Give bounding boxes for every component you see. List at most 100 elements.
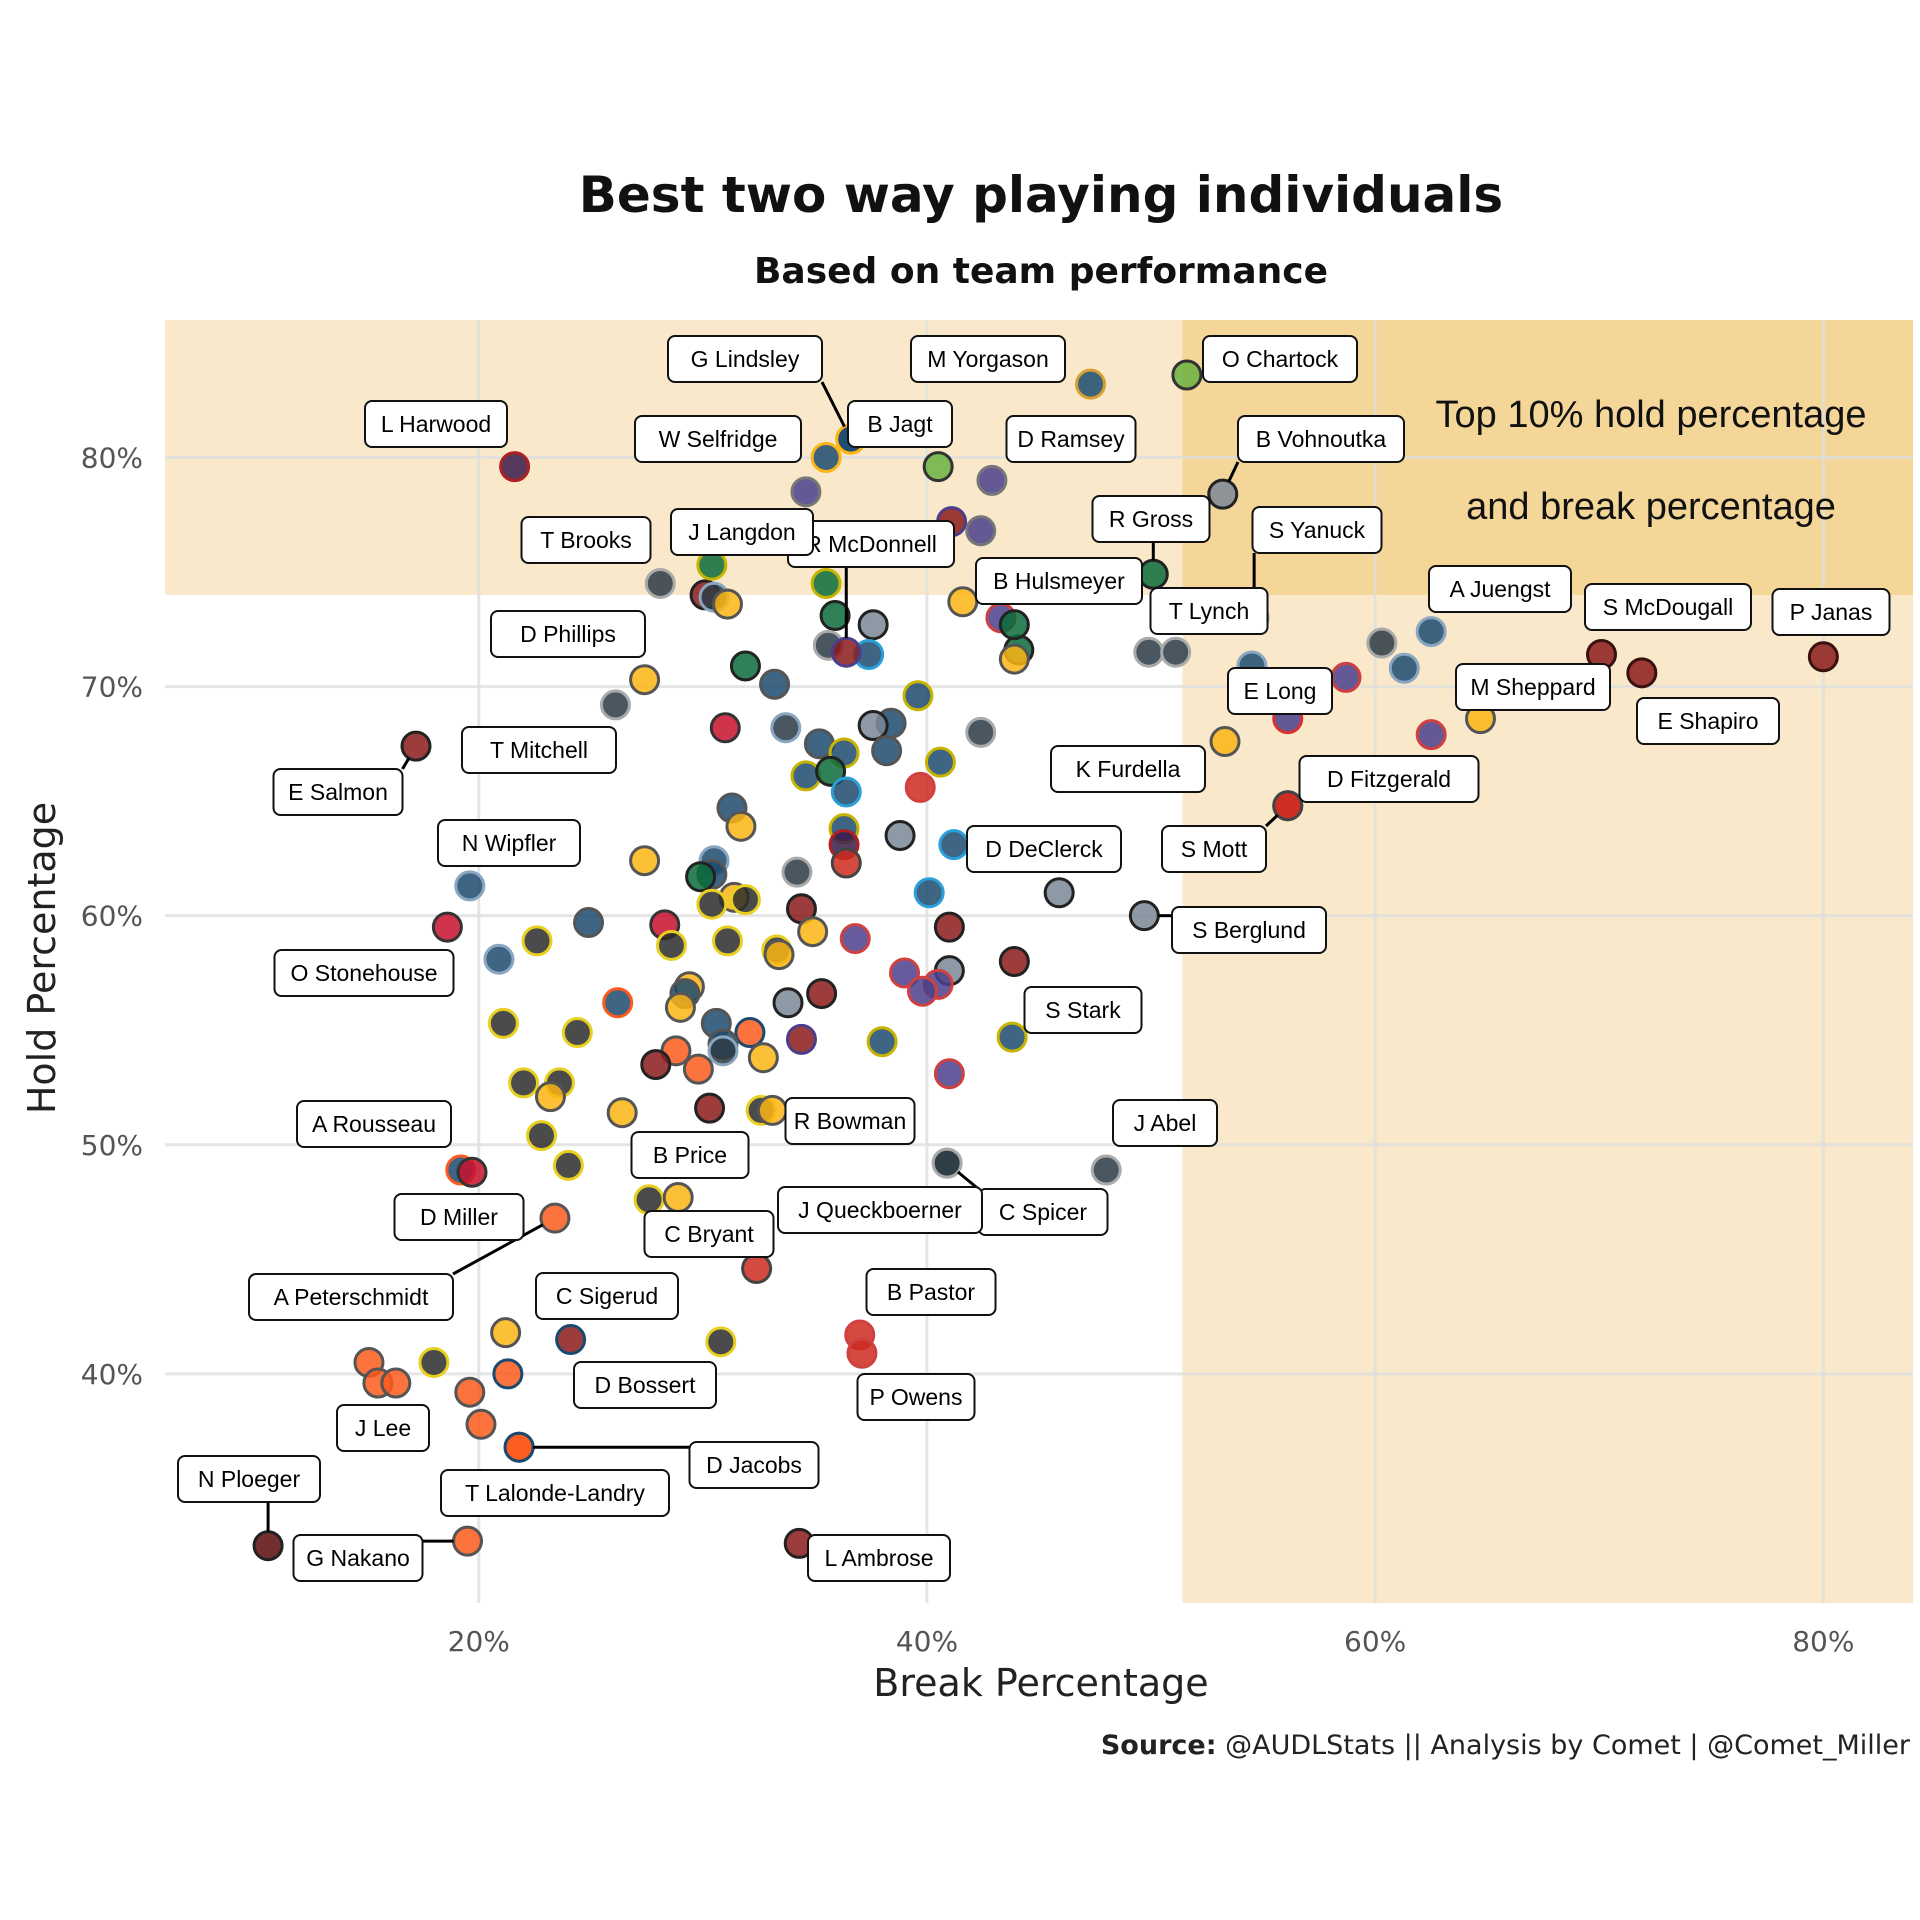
y-axis-title: Hold Percentage bbox=[20, 802, 64, 1114]
player-point bbox=[790, 760, 822, 792]
player-point bbox=[772, 987, 804, 1019]
player-label: B Hulsmeyer bbox=[975, 557, 1143, 605]
player-label-box bbox=[966, 825, 1122, 873]
player-label-text: B Pastor bbox=[887, 1279, 976, 1305]
highlight-annotation-line2: and break percentage bbox=[1466, 486, 1836, 528]
player-label-text: E Shapiro bbox=[1657, 708, 1758, 734]
labeled-player-point bbox=[996, 1021, 1028, 1053]
player-label: G Nakano bbox=[292, 1534, 424, 1582]
player-label-text: E Salmon bbox=[288, 779, 388, 805]
player-label-text: N Wipfler bbox=[462, 830, 557, 856]
player-label-box bbox=[975, 557, 1143, 605]
player-label-text: O Stonehouse bbox=[290, 960, 437, 986]
player-label-box bbox=[784, 1097, 916, 1145]
labeled-player-point bbox=[644, 567, 676, 599]
player-label-box bbox=[1161, 825, 1267, 873]
player-label: E Long bbox=[1227, 667, 1333, 715]
player-label-box bbox=[273, 949, 455, 997]
label-leader-line bbox=[452, 1223, 544, 1276]
player-point bbox=[1043, 877, 1075, 909]
player-point bbox=[573, 907, 605, 939]
player-label: S McDougall bbox=[1584, 583, 1752, 631]
player-point bbox=[797, 916, 829, 948]
player-point bbox=[552, 1149, 584, 1181]
y-tick-label: 60% bbox=[81, 900, 143, 933]
player-label: R Gross bbox=[1091, 495, 1211, 543]
player-point bbox=[521, 925, 553, 957]
player-point bbox=[508, 1067, 540, 1099]
player-point bbox=[770, 712, 802, 744]
player-label: P Owens bbox=[856, 1373, 976, 1421]
player-label-box bbox=[1171, 906, 1327, 954]
x-tick-label: 20% bbox=[448, 1625, 510, 1658]
player-label-text: A Peterschmidt bbox=[274, 1284, 429, 1310]
player-point bbox=[696, 888, 728, 920]
player-label-text: C Spicer bbox=[999, 1199, 1088, 1225]
player-point bbox=[725, 810, 757, 842]
player-label: A Peterschmidt bbox=[248, 1273, 454, 1321]
x-axis-title: Break Percentage bbox=[873, 1661, 1208, 1705]
player-label-box bbox=[440, 1469, 670, 1517]
player-label-text: P Owens bbox=[870, 1384, 963, 1410]
labeled-player-point bbox=[705, 1326, 737, 1358]
player-point bbox=[857, 609, 889, 641]
player-label-box bbox=[688, 1441, 820, 1489]
player-label-box bbox=[630, 1131, 750, 1179]
player-label-text: S McDougall bbox=[1603, 594, 1733, 620]
player-label: T Mitchell bbox=[461, 726, 617, 774]
player-label-text: D Phillips bbox=[520, 621, 616, 647]
player-label: E Shapiro bbox=[1636, 697, 1780, 745]
player-label: N Wipfler bbox=[437, 819, 581, 867]
labeled-player-point bbox=[539, 1202, 571, 1234]
player-label: D Bossert bbox=[573, 1361, 717, 1409]
player-label-text: N Ploeger bbox=[198, 1466, 301, 1492]
player-label: B Jagt bbox=[847, 400, 953, 448]
labeled-player-point bbox=[1415, 616, 1447, 648]
player-label-box bbox=[643, 1210, 775, 1258]
player-label-text: D Fitzgerald bbox=[1327, 766, 1451, 792]
player-label-box bbox=[573, 1361, 717, 1409]
player-point bbox=[884, 819, 916, 851]
player-point bbox=[655, 929, 687, 961]
player-label: T Lalonde-Landry bbox=[440, 1469, 670, 1517]
label-leader-line bbox=[1227, 461, 1240, 483]
player-label-text: B Hulsmeyer bbox=[993, 568, 1125, 594]
player-point bbox=[629, 845, 661, 877]
labeled-player-point bbox=[503, 1431, 535, 1463]
player-label-box bbox=[1227, 667, 1333, 715]
player-point bbox=[781, 856, 813, 888]
labeled-player-point bbox=[1209, 726, 1241, 758]
player-label: J Queckboerner bbox=[777, 1186, 983, 1234]
player-point bbox=[1415, 719, 1447, 751]
player-point bbox=[685, 861, 717, 893]
player-label-box bbox=[393, 1193, 525, 1241]
player-point bbox=[711, 925, 743, 957]
player-label: M Sheppard bbox=[1455, 663, 1611, 711]
labeled-player-point bbox=[662, 1181, 694, 1213]
player-label: D Phillips bbox=[490, 610, 646, 658]
label-leader-line bbox=[820, 381, 846, 428]
player-label-text: T Lalonde-Landry bbox=[465, 1480, 645, 1506]
chart-title: Best two way playing individuals bbox=[579, 166, 1503, 224]
source-caption-bold: Source: bbox=[1101, 1730, 1217, 1761]
player-label: D Fitzgerald bbox=[1298, 755, 1480, 803]
player-point bbox=[747, 1042, 779, 1074]
player-label-box bbox=[1428, 565, 1572, 613]
player-label: A Juengst bbox=[1428, 565, 1572, 613]
labeled-player-point bbox=[400, 730, 432, 762]
player-label: D Miller bbox=[393, 1193, 525, 1241]
player-label-text: C Sigerud bbox=[556, 1283, 658, 1309]
player-point bbox=[1366, 627, 1398, 659]
player-label-text: D Ramsey bbox=[1017, 426, 1125, 452]
player-point bbox=[810, 567, 842, 599]
player-label: J Lee bbox=[336, 1404, 430, 1452]
player-point bbox=[933, 911, 965, 943]
labeled-player-point bbox=[599, 689, 631, 721]
player-label: S Berglund bbox=[1171, 906, 1327, 954]
player-label-text: J Langdon bbox=[688, 519, 795, 545]
player-label-text: O Chartock bbox=[1222, 346, 1339, 372]
player-label: M Yorgason bbox=[910, 335, 1066, 383]
player-label-box bbox=[1636, 697, 1780, 745]
player-label-text: D Jacobs bbox=[706, 1452, 802, 1478]
player-point bbox=[561, 1017, 593, 1049]
